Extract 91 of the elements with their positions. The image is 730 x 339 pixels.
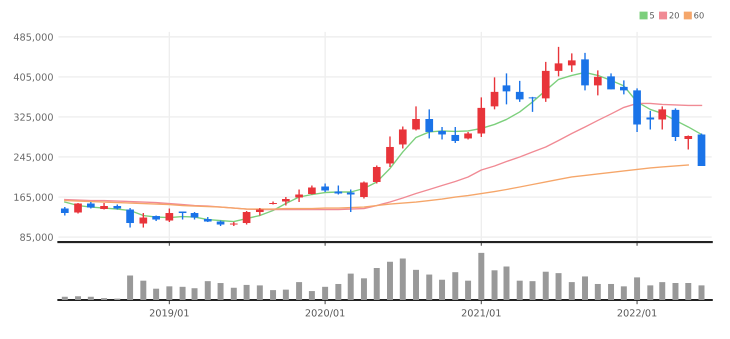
line-series (64, 72, 702, 222)
bar (270, 290, 276, 300)
x-tick-label: 2019/01 (150, 309, 189, 318)
bar (608, 284, 614, 300)
bar (620, 286, 627, 300)
bar (335, 284, 342, 300)
y-tick-label: 485,000 (14, 33, 53, 42)
bar (88, 296, 94, 300)
candlestick (620, 80, 628, 96)
bar (386, 262, 393, 300)
candlestick (554, 46, 562, 78)
bar (166, 286, 172, 300)
bar (360, 278, 367, 300)
bar (634, 277, 640, 300)
legend-label: 5 (650, 12, 654, 18)
bar (192, 288, 198, 300)
candlestick (295, 188, 303, 203)
bar (516, 280, 523, 300)
bar (568, 282, 575, 300)
bar (308, 291, 315, 300)
bar (140, 280, 146, 300)
candlestick (516, 80, 524, 103)
candlestick (568, 52, 576, 73)
y-tick-label: 165,000 (14, 193, 53, 202)
bar (452, 272, 458, 300)
candlestick (528, 96, 536, 113)
bar (503, 266, 510, 300)
candlestick (308, 184, 316, 196)
candlestick (386, 136, 394, 168)
candlestick (684, 134, 692, 150)
bar (348, 274, 354, 300)
bar (478, 252, 484, 300)
y-tick-label: 405,000 (14, 73, 53, 82)
bar (542, 272, 549, 300)
bar (282, 290, 289, 300)
candlestick (646, 110, 654, 130)
bar (180, 286, 186, 300)
bar (62, 296, 68, 300)
bar (413, 270, 419, 300)
bar (127, 275, 134, 300)
candlestick (242, 210, 250, 226)
bar (465, 280, 472, 300)
candlestick (425, 108, 434, 140)
bar (374, 268, 380, 300)
candlestick (502, 72, 510, 106)
y-tick-label: 85,000 (20, 234, 53, 242)
bar (530, 281, 536, 300)
bar (204, 281, 211, 300)
bar (256, 285, 263, 300)
bar (426, 274, 432, 300)
legend-label: 20 (669, 12, 679, 18)
candlestick (451, 126, 460, 144)
bar (218, 283, 224, 300)
bar (75, 296, 82, 300)
y-tick-label: 245,000 (14, 153, 53, 162)
bar (153, 288, 160, 300)
candlestick (74, 202, 82, 214)
candlestick (334, 184, 342, 196)
legend-label: 60 (694, 12, 704, 18)
bar (400, 258, 406, 300)
candlestick (658, 106, 666, 130)
bar (322, 286, 328, 300)
bar (659, 282, 666, 300)
bar (556, 273, 562, 300)
candlestick (412, 106, 420, 132)
x-tick-label: 2020/01 (306, 309, 344, 318)
candlestick (126, 207, 134, 228)
bar (230, 288, 237, 300)
bar (647, 285, 654, 300)
candlestick (607, 72, 615, 90)
candlestick (360, 180, 368, 200)
candlestick (139, 212, 148, 228)
bar (244, 284, 250, 300)
candlestick (372, 164, 381, 184)
bar (296, 282, 302, 300)
x-tick-label: 2022/01 (618, 309, 656, 318)
bar (582, 276, 588, 300)
candlestick (438, 126, 446, 140)
bar (672, 283, 678, 300)
bar (439, 280, 446, 300)
candlestick (346, 188, 355, 213)
candlestick (594, 70, 602, 96)
candlestick (398, 126, 407, 150)
x-tick-label: 2021/01 (462, 309, 501, 318)
bar (685, 283, 692, 300)
bar (698, 285, 704, 300)
bar (492, 270, 498, 300)
y-tick-label: 325,000 (14, 113, 53, 122)
bar (594, 284, 601, 300)
candlestick (490, 76, 498, 110)
candlestick (166, 208, 174, 223)
